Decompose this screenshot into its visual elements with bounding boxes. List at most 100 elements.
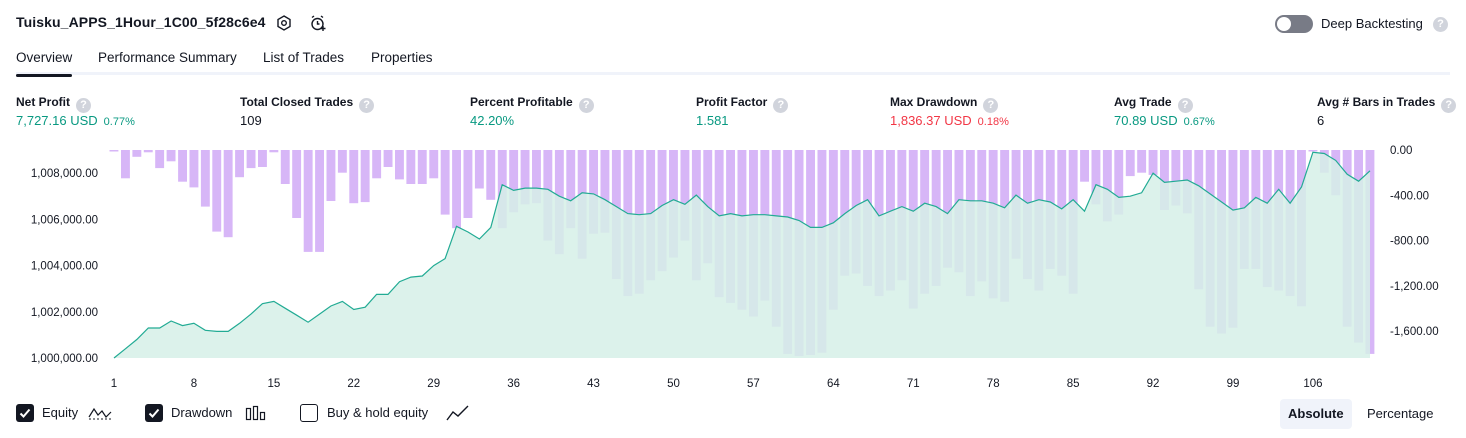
metric-total-closed-trades-label: Total Closed Trades? — [240, 95, 375, 113]
drawdown-bar — [520, 150, 530, 205]
bar-chart-icon — [245, 403, 267, 426]
drawdown-bar — [840, 150, 850, 276]
drawdown-bar — [132, 150, 142, 157]
right-axis-tick: -400.00 — [1390, 190, 1429, 202]
drawdown-bar — [943, 150, 952, 268]
drawdown-bar — [1308, 150, 1318, 152]
drawdown-bar — [303, 150, 313, 252]
drawdown-bar — [280, 150, 290, 184]
add-alert-icon[interactable] — [309, 14, 327, 32]
equity-line — [113, 151, 1371, 359]
right-axis-tick: -800.00 — [1390, 236, 1429, 248]
right-axis: 0.00 -400.00 -800.00 -1,200.00 -1,600.00 — [1390, 145, 1439, 338]
drawdown-bar — [1171, 150, 1181, 206]
equity-checkbox[interactable] — [16, 404, 34, 422]
drawdown-bar — [246, 150, 256, 169]
drawdown-bar — [166, 150, 176, 162]
drawdown-bar — [1080, 150, 1089, 182]
absolute-button[interactable]: Absolute — [1280, 399, 1352, 429]
equity-line-icon — [88, 403, 112, 426]
info-icon[interactable]: ? — [983, 98, 999, 113]
left-axis: 1,000,000.00 1,002,000.00 1,004,000.00 1,00… — [31, 168, 98, 365]
drawdown-bar — [269, 150, 279, 153]
x-axis-tick: 1 — [111, 378, 117, 390]
drawdown-bar — [589, 150, 598, 234]
drawdown-bar — [395, 150, 404, 180]
buyhold-checkbox[interactable] — [300, 404, 318, 422]
drawdown-checkbox[interactable] — [145, 404, 163, 422]
drawdown-bar — [200, 150, 210, 207]
metric-profit-factor-value: 1.581 — [696, 113, 729, 128]
drawdown-bar — [223, 150, 233, 238]
x-axis-tick: 57 — [747, 378, 760, 390]
metric-max-drawdown-label: Max Drawdown? — [890, 95, 999, 113]
info-icon[interactable]: ? — [1441, 98, 1457, 113]
drawdown-bar — [429, 150, 439, 179]
drawdown-bar — [600, 150, 610, 233]
drawdown-bar — [143, 150, 153, 153]
drawdown-bar — [155, 150, 165, 169]
drawdown-bar — [680, 150, 690, 241]
right-axis-tick: -1,600.00 — [1390, 326, 1439, 338]
percentage-button[interactable]: Percentage — [1367, 406, 1434, 421]
drawdown-bar — [440, 150, 450, 215]
equity-drawdown-chart[interactable]: 1,000,000.00 1,002,000.00 1,004,000.00 1,00… — [0, 0, 1466, 400]
info-icon[interactable]: ? — [773, 98, 789, 113]
deep-backtesting-toggle[interactable] — [1275, 15, 1313, 33]
drawdown-bar — [109, 150, 119, 152]
metric-max-drawdown-value: 1,836.37 USD 0.18% — [890, 113, 1009, 128]
drawdown-bar — [1125, 150, 1135, 177]
drawdown-bar — [326, 150, 336, 201]
drawdown-bar — [315, 150, 324, 252]
drawdown-bar — [463, 150, 473, 218]
drawdown-bar — [121, 150, 130, 179]
tab-performance-summary[interactable]: Performance Summary — [98, 50, 237, 65]
x-axis-tick: 71 — [907, 378, 920, 390]
drawdown-bar — [1091, 150, 1101, 205]
drawdown-bar — [178, 150, 187, 182]
x-axis-tick: 99 — [1227, 378, 1240, 390]
x-axis-tick: 22 — [347, 378, 360, 390]
drawdown-bar — [1148, 150, 1158, 175]
legend-drawdown[interactable]: Drawdown — [145, 403, 275, 425]
settings-icon[interactable] — [275, 14, 293, 32]
left-axis-tick: 1,006,000.00 — [31, 214, 98, 226]
deep-backtesting-help-icon[interactable]: ? — [1433, 17, 1448, 32]
metric-avg-bars-label: Avg # Bars in Trades? — [1317, 95, 1457, 113]
equity-area — [114, 152, 1370, 358]
x-axis-tick: 92 — [1147, 378, 1160, 390]
drawdown-bar — [258, 150, 267, 167]
tab-overview[interactable]: Overview — [16, 50, 73, 77]
strategy-title: Tuisku_APPS_1Hour_1C00_5f28c6e4 — [16, 14, 266, 30]
drawdown-bar — [1102, 150, 1112, 222]
drawdown-bar — [417, 150, 427, 184]
tab-properties[interactable]: Properties — [371, 50, 433, 65]
metric-percent-profitable-value: 42.20% — [470, 113, 515, 128]
x-axis-tick: 43 — [587, 378, 600, 390]
metric-avg-trade-label: Avg Trade? — [1114, 95, 1193, 113]
x-axis: 1 8 15 22 29 36 43 50 57 64 71 78 85 92 99 106 — [111, 378, 1323, 390]
drawdown-bar — [532, 150, 541, 204]
info-icon[interactable]: ? — [359, 98, 375, 113]
info-icon[interactable]: ? — [1177, 98, 1193, 113]
tab-list-of-trades[interactable]: List of Trades — [263, 50, 345, 65]
drawdown-bar — [566, 150, 576, 229]
deep-backtesting-label: Deep Backtesting — [1321, 16, 1423, 31]
drawdown-bar — [452, 150, 461, 229]
drawdown-bar — [349, 150, 359, 204]
right-axis-tick: -1,200.00 — [1390, 281, 1439, 293]
drawdown-label: Drawdown — [171, 405, 233, 420]
right-axis-tick: 0.00 — [1390, 145, 1412, 157]
legend-equity[interactable]: Equity — [16, 403, 136, 425]
legend-buyhold[interactable]: Buy & hold equity — [300, 403, 475, 425]
line-chart-icon — [446, 403, 470, 426]
drawdown-bar — [509, 150, 519, 213]
info-icon[interactable]: ? — [76, 98, 91, 113]
metric-avg-trade-value: 70.89 USD 0.67% — [1114, 113, 1215, 128]
drawdown-bar — [372, 150, 382, 179]
x-axis-tick: 36 — [507, 378, 520, 390]
left-axis-tick: 1,004,000.00 — [31, 261, 98, 273]
info-icon[interactable]: ? — [578, 98, 594, 113]
x-axis-tick: 64 — [827, 378, 840, 390]
x-axis-tick: 78 — [987, 378, 1000, 390]
